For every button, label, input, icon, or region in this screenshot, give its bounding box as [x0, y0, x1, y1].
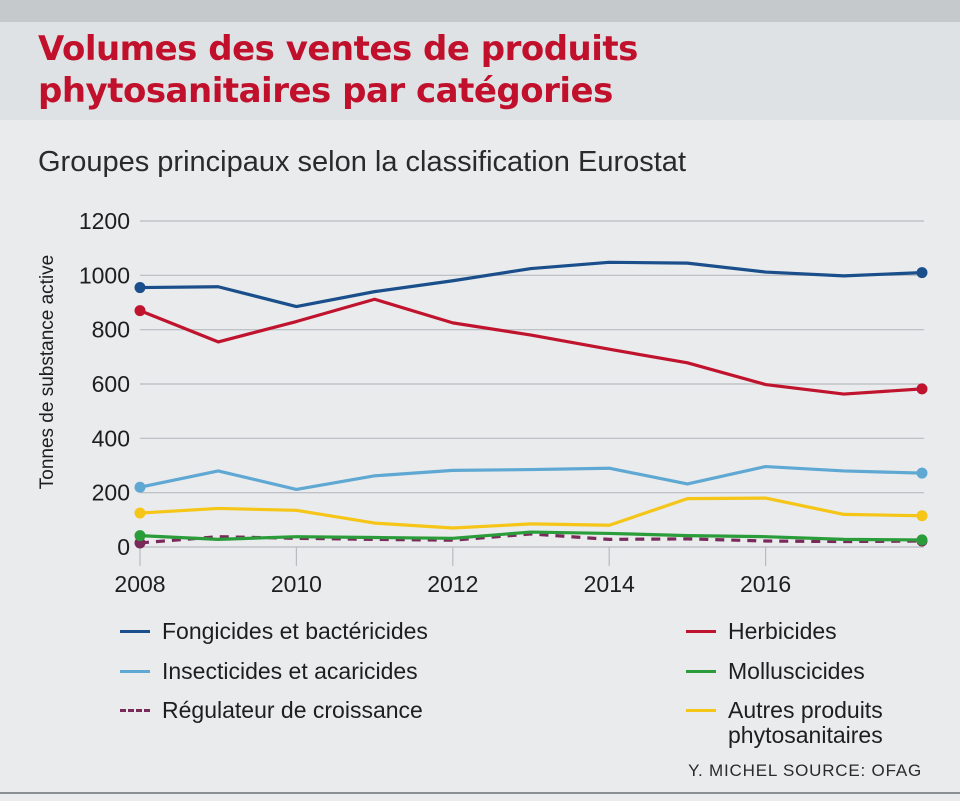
series-line: [138, 260, 924, 309]
legend-label: Molluscicides: [728, 658, 865, 684]
data-point: [134, 282, 146, 294]
y-tick-label: 0: [117, 534, 130, 560]
y-tick-label: 600: [92, 371, 130, 397]
data-point: [134, 481, 146, 493]
legend-label: Fongicides et bactéricides: [162, 618, 428, 644]
y-tick-label: 1200: [79, 208, 130, 234]
x-tick-label: 2012: [427, 571, 478, 597]
y-tick-label: 200: [92, 480, 130, 506]
legend-item-regulateur: Régulateur de croissance: [120, 698, 482, 723]
legend-item-autres: Autres produits phytosanitaires: [686, 698, 958, 748]
title-band: [0, 22, 960, 120]
data-point: [134, 305, 146, 317]
legend-label: Herbicides: [728, 618, 837, 644]
legend-swatch: [120, 670, 150, 673]
source-credit: Y. MICHEL SOURCE: OFAG: [688, 761, 922, 780]
x-tick-label: 2008: [114, 571, 165, 597]
legend-label: Régulateur de croissance: [162, 697, 423, 723]
top-bar: [0, 0, 960, 22]
bottom-rule: [0, 792, 960, 794]
y-tick-label: 1000: [79, 262, 130, 288]
legend-label: Autres produits phytosanitaires: [728, 697, 883, 748]
legend-swatch: [686, 709, 716, 712]
series-line: [138, 530, 924, 542]
series-line: [138, 464, 924, 492]
legend-swatch: [686, 670, 716, 673]
legend-swatch: [120, 709, 150, 712]
legend-item-herbicides: Herbicides: [686, 619, 958, 644]
x-tick-label: 2010: [271, 571, 322, 597]
legend-swatch: [686, 630, 716, 633]
data-point: [916, 383, 928, 395]
y-tick-label: 800: [92, 317, 130, 343]
data-point: [916, 467, 928, 479]
legend-item-fongicides: Fongicides et bactéricides: [120, 619, 482, 644]
x-tick-label: 2016: [740, 571, 791, 597]
chart-subtitle: Groupes principaux selon la classificati…: [38, 146, 686, 178]
legend-item-molluscicides: Molluscicides: [686, 659, 958, 684]
data-point: [134, 507, 146, 519]
data-point: [134, 530, 146, 542]
x-tick-label: 2014: [584, 571, 635, 597]
y-axis-label: Tonnes de substance active: [37, 255, 58, 490]
chart-title: Volumes des ventes de produits phytosani…: [38, 29, 638, 111]
data-point: [916, 510, 928, 522]
data-point: [916, 534, 928, 546]
legend-item-insecticides: Insecticides et acaricides: [120, 659, 482, 684]
series-line: [138, 297, 924, 396]
data-point: [916, 267, 928, 279]
y-tick-label: 400: [92, 425, 130, 451]
legend-swatch: [120, 630, 150, 633]
series-line: [138, 496, 924, 530]
legend-label: Insecticides et acaricides: [162, 658, 418, 684]
